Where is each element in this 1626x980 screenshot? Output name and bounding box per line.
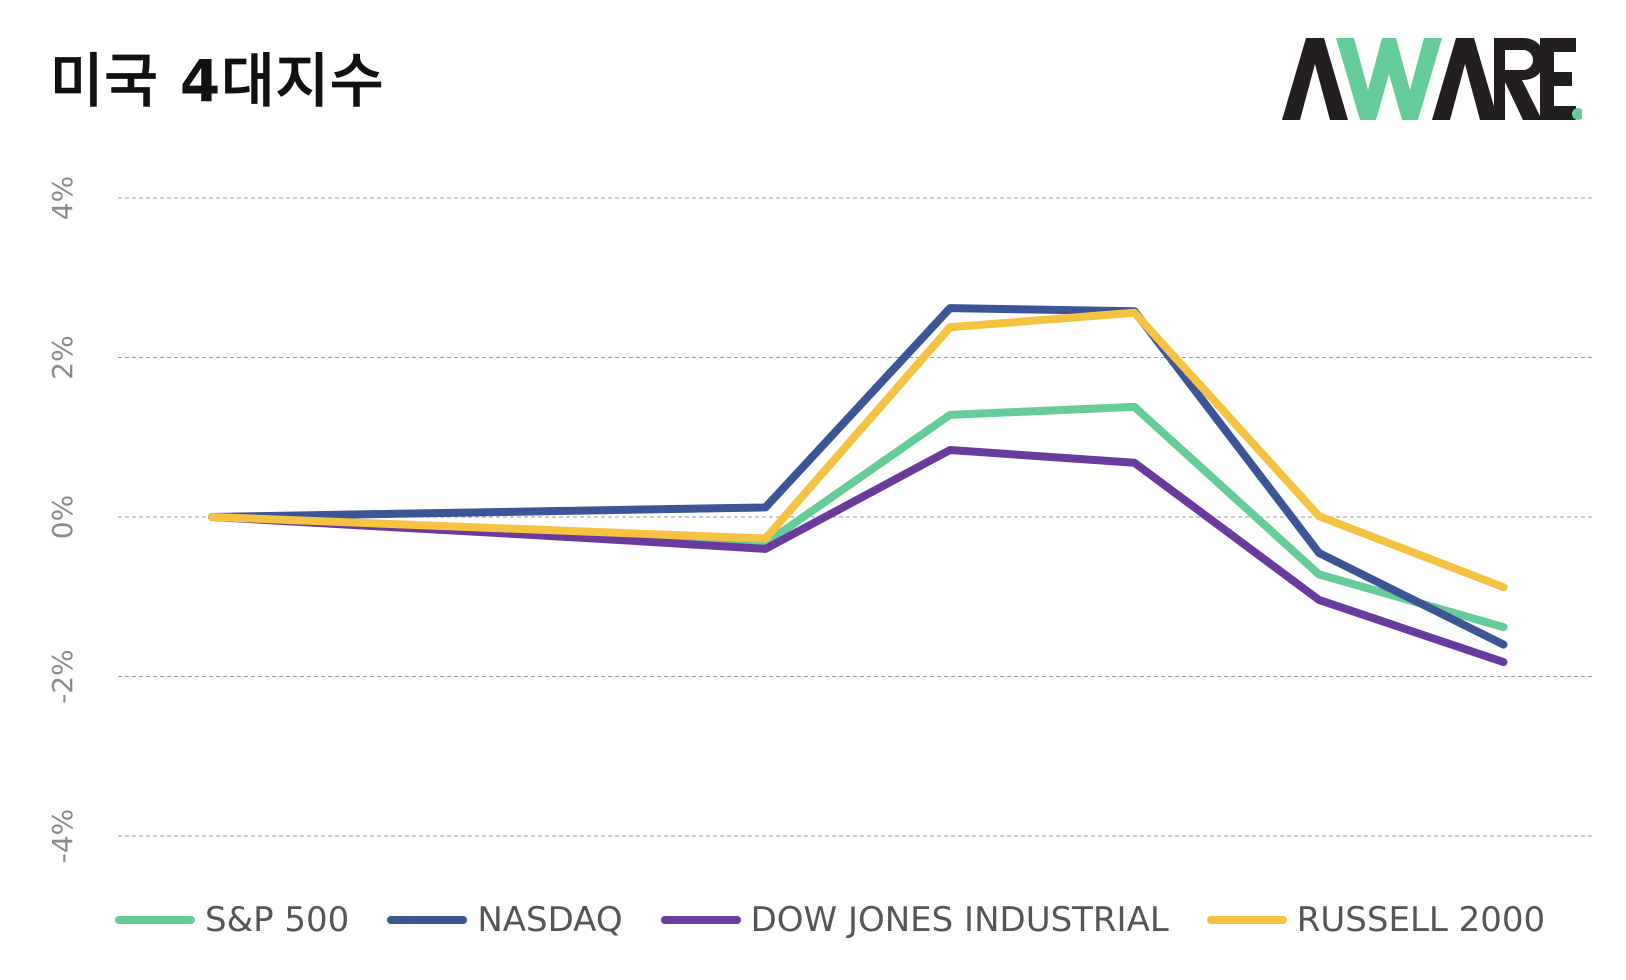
legend-item-nasdaq: NASDAQ: [387, 900, 623, 940]
aware-logo: [1282, 38, 1582, 120]
legend-item-dow-jones: DOW JONES INDUSTRIAL: [660, 900, 1169, 940]
page-title: 미국 4대지수: [50, 47, 385, 115]
legend-label: S&P 500: [205, 900, 350, 940]
legend-swatch: [660, 916, 741, 924]
y-tick-label: 0%: [46, 495, 79, 539]
legend-swatch: [115, 916, 195, 924]
y-tick-label: -2%: [46, 649, 79, 704]
legend-item-sp500: S&P 500: [115, 900, 349, 940]
y-tick-label: 2%: [46, 335, 79, 379]
legend-swatch: [387, 916, 468, 924]
legend: S&P 500 NASDAQ DOW JONES INDUSTRIAL RUSS…: [115, 900, 1545, 940]
series-line-nasdaq: [208, 304, 1508, 649]
legend-item-russell-2000: RUSSELL 2000: [1206, 900, 1546, 940]
legend-label: RUSSELL 2000: [1296, 900, 1546, 940]
legend-swatch: [1206, 916, 1287, 924]
y-tick-label: -4%: [46, 809, 79, 864]
y-axis-ticks: 4% 2% 0% -2% -4%: [46, 176, 79, 863]
legend-label: NASDAQ: [477, 900, 623, 940]
legend-label: DOW JONES INDUSTRIAL: [750, 900, 1169, 940]
y-tick-label: 4%: [46, 176, 79, 220]
series-line-russell-2000: [208, 308, 1508, 592]
series-lines: [208, 304, 1508, 667]
